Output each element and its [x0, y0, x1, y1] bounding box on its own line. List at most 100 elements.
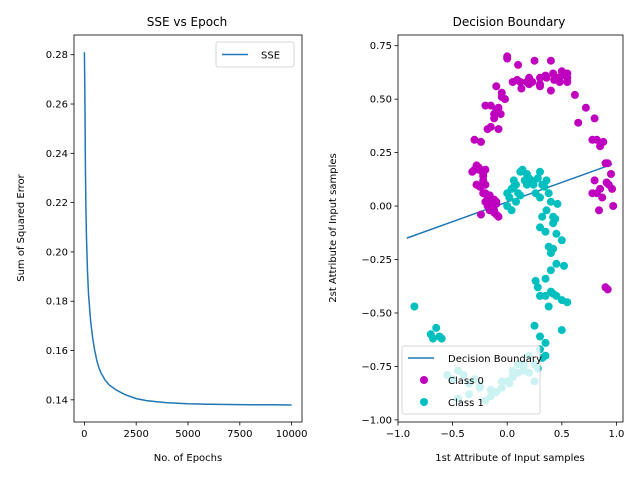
class-0-point [595, 206, 603, 215]
y-tick-label: 0.50 [370, 95, 392, 106]
legend-label-sse: SSE [261, 51, 280, 62]
class-1-point [541, 351, 550, 360]
legend-marker-class-1 [420, 398, 428, 406]
legend-box [215, 41, 295, 68]
axes-frame [397, 34, 624, 423]
class-1-point [429, 334, 437, 343]
class-1-point [541, 227, 550, 236]
class-0-point [477, 137, 485, 146]
class-0-point [497, 88, 506, 97]
y-tick-label: 0.22 [46, 198, 68, 209]
class-1-point [536, 223, 544, 232]
class-1-point [541, 291, 550, 300]
class-1-point [546, 197, 555, 206]
y-tick-label: 0.00 [370, 202, 392, 213]
class-1-point [549, 219, 558, 228]
legend-label-class-0: Class 0 [448, 376, 484, 387]
class-0-point [501, 95, 509, 104]
class-1-point [530, 321, 539, 330]
decision-boundary-chart: Decision Boundary −1.0 −0.5 0.0 0.5 1.0 −1.00… [328, 15, 624, 464]
class-0-point [590, 176, 599, 185]
class-1-point [536, 167, 544, 176]
class-1-point [509, 182, 518, 191]
chart-title: SSE vs Epoch [147, 15, 228, 29]
class-0-point [481, 101, 490, 110]
class-1-point [560, 261, 568, 270]
class-1-point [536, 332, 544, 341]
class-1-point [536, 193, 544, 202]
tick-layer: 0 2500 5000 7500 10000 0.14 0.16 0.18 0.20 0.22 0.… [46, 50, 308, 440]
class-1-point [536, 291, 544, 300]
class-0-point [477, 210, 485, 219]
x-axis-label: 1st Attribute of Input samples [435, 453, 584, 464]
class-0-point [536, 82, 544, 91]
y-axis-label: 2st Attribute of Input samples [328, 153, 339, 302]
y-tick-label: 0.16 [46, 346, 68, 357]
class-1-point [531, 276, 540, 285]
class-1-point [533, 283, 542, 292]
class-0-point [592, 189, 601, 198]
class-1-point [538, 212, 547, 221]
class-1-point [552, 229, 561, 238]
y-tick-label: 0.18 [46, 297, 68, 308]
class-1-point [507, 206, 516, 215]
sse-chart: SSE vs Epoch 0 2500 5000 7500 100000.140.160… [16, 15, 308, 464]
class-0-point [609, 202, 618, 210]
class-0-point [590, 114, 599, 123]
y-tick-label: 0.75 [370, 41, 392, 52]
legend-box [401, 345, 541, 415]
y-tick-label: 0.14 [46, 395, 68, 406]
class-1-point [546, 266, 555, 275]
class-0-point [514, 60, 523, 69]
class-0-point [492, 199, 501, 208]
class-1-point [544, 302, 553, 311]
class-0-point [598, 193, 607, 202]
class-0-point [542, 73, 551, 82]
class-0-point [492, 82, 501, 91]
class-0-point [470, 135, 479, 144]
class-1-point [533, 174, 542, 183]
x-tick-label: 10000 [276, 429, 308, 440]
class-0-point [581, 103, 590, 112]
class-1-point [542, 176, 551, 185]
y-tick-label: 0.20 [46, 247, 68, 258]
class-1-point [432, 323, 441, 332]
class-1-point [516, 191, 525, 200]
class-1-point [563, 298, 572, 307]
x-tick-label: 0 [81, 429, 87, 440]
x-axis-label: No. of Epochs [154, 453, 222, 464]
class-1-point [529, 180, 538, 189]
class-0-point [592, 135, 601, 144]
class-0-point [494, 125, 503, 134]
y-tick-label: −0.75 [361, 362, 392, 373]
class-1-point [552, 259, 561, 268]
legend-marker-class-0 [420, 376, 428, 384]
x-tick-label: 7500 [227, 429, 252, 440]
class-1-point [512, 197, 520, 206]
class-0-point [604, 180, 613, 189]
class-0-point [603, 285, 612, 294]
y-tick-label: −0.25 [361, 255, 392, 266]
class-1-point [542, 206, 551, 215]
chart-title: Decision Boundary [453, 15, 566, 29]
x-tick-label: −0.5 [440, 429, 464, 440]
class-1-point [541, 338, 550, 347]
legend-label-decision-boundary: Decision Boundary [448, 354, 542, 365]
class-0-point [496, 110, 505, 119]
class-0-point [516, 78, 525, 86]
class-1-point [557, 326, 566, 335]
class-1-point [522, 170, 531, 178]
y-tick-label: −0.50 [361, 308, 392, 319]
y-tick-label: −1.00 [361, 415, 392, 426]
series-line-sse [83, 52, 292, 406]
class-0-point [530, 56, 539, 65]
class-0-point [508, 78, 517, 86]
y-tick-label: 0.25 [370, 148, 392, 159]
class-0-point [549, 69, 558, 78]
class-1-point [544, 242, 553, 251]
class-0-point [603, 159, 612, 168]
tick-layer: −1.0 −0.5 0.0 0.5 1.0 −1.00 −0.75 −0.50 −0.25 0.0… [361, 41, 624, 440]
class-0-point [546, 86, 555, 95]
y-tick-label: 0.24 [46, 149, 68, 160]
